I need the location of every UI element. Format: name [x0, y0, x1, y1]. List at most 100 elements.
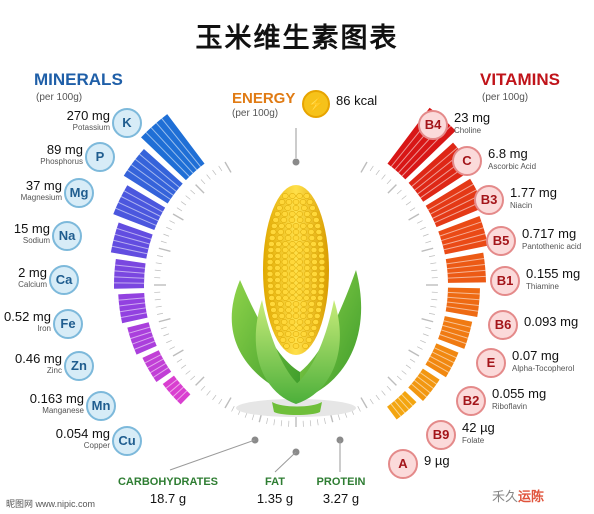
segment-stripe	[447, 291, 480, 295]
corn-kernel	[276, 205, 283, 211]
tick-mark	[309, 420, 312, 427]
corn-kernel	[289, 241, 296, 247]
corn-kernel	[277, 307, 285, 313]
corn-kernel	[281, 283, 289, 289]
segment-stripe	[150, 362, 167, 374]
segment-stripe	[441, 329, 469, 339]
mineral-amount: 0.054 mg	[55, 426, 110, 441]
segment-stripe	[429, 355, 452, 369]
corn-kernel	[303, 265, 311, 271]
tick-mark	[154, 269, 161, 272]
corn-kernel	[306, 313, 314, 319]
corn-kernel	[274, 247, 282, 253]
corn-kernel	[280, 217, 288, 223]
corn-kernel	[306, 199, 314, 205]
segment-stripe	[414, 379, 431, 394]
corn-kernel	[296, 289, 303, 295]
corn-kernel	[314, 223, 321, 229]
mineral-amount: 2 mg	[18, 265, 47, 280]
tick-mark	[180, 201, 187, 206]
macro-fat: FAT 1.35 g	[245, 476, 305, 506]
corn-kernel	[288, 337, 295, 343]
segment-stripe	[147, 358, 164, 369]
mineral-item: 0.054 mg Copper Cu	[0, 424, 180, 458]
corn-kernel	[316, 235, 324, 241]
corn-kernel	[313, 313, 321, 319]
corn-kernel	[300, 229, 307, 235]
segment-stripe	[145, 132, 190, 177]
vitamin-amount: 0.07 mg	[512, 348, 559, 363]
vitamin-amount: 9 µg	[424, 453, 450, 468]
tick-mark	[431, 298, 438, 301]
corn-kernel	[277, 301, 284, 307]
vitamin-item: B6 0.093 mg	[488, 310, 594, 344]
tick-mark	[401, 370, 407, 375]
corn-kernel	[296, 247, 303, 253]
segment-stripe	[442, 324, 470, 334]
corn-kernel	[296, 241, 303, 247]
vitamin-amount: 0.055 mg	[492, 386, 547, 401]
segment-stripe	[443, 239, 487, 251]
tick-mark	[190, 375, 196, 381]
segment-stripe	[155, 122, 198, 171]
corn-kernel	[296, 277, 303, 283]
corn-kernel	[288, 217, 296, 223]
tick-mark	[172, 349, 184, 357]
tick-mark	[381, 390, 386, 396]
corn-kernel	[267, 247, 275, 253]
mineral-segment	[127, 322, 157, 355]
tick-mark	[387, 376, 397, 386]
corn-kernel	[311, 271, 318, 277]
segment-stripe	[114, 270, 145, 274]
segment-stripe	[432, 195, 480, 219]
vitamin-symbol-badge: B2	[456, 386, 486, 416]
tick-mark	[163, 333, 170, 337]
segment-stripe	[439, 221, 482, 237]
corn-kernel	[274, 211, 281, 217]
corn-kernel	[313, 217, 320, 223]
corn-kernel	[281, 247, 289, 253]
tick-mark	[428, 312, 435, 315]
connector-line	[169, 439, 256, 471]
corn-kernel	[277, 229, 285, 235]
segment-stripe	[419, 372, 437, 385]
corn-kernel	[304, 319, 312, 325]
corn-kernel	[278, 199, 286, 205]
corn-kernel	[292, 313, 300, 319]
tick-mark	[190, 189, 196, 195]
mineral-name: Zinc	[46, 366, 62, 375]
tick-mark	[176, 358, 183, 363]
vitamin-symbol-badge: B4	[418, 110, 448, 140]
tick-mark	[425, 326, 432, 330]
watermark-highlight: 运陈	[518, 489, 545, 504]
tick-mark	[195, 184, 205, 194]
tick-mark	[409, 207, 416, 212]
segment-stripe	[411, 383, 427, 398]
corn-kernel	[289, 289, 296, 295]
corn-kernel	[268, 295, 275, 301]
vitamin-amount: 0.717 mg	[522, 226, 577, 241]
mineral-amount: 89 mg	[46, 142, 83, 157]
corn-kernel	[308, 331, 315, 337]
corn-kernel	[310, 283, 318, 289]
vitamin-symbol-badge: A	[388, 449, 418, 479]
tick-mark	[386, 385, 392, 391]
corn-kernel	[310, 241, 317, 247]
corn-kernel	[292, 199, 300, 205]
corn-kernel	[303, 277, 311, 283]
corn-kernel	[274, 283, 282, 289]
corn-kernel	[266, 259, 274, 265]
watermark-prefix: 禾久	[492, 489, 519, 504]
vitamin-amount: 0.093 mg	[524, 314, 579, 329]
corn-kernel	[289, 253, 296, 259]
tick-mark	[420, 339, 426, 344]
corn-illustration	[231, 185, 362, 417]
corn-kernel	[296, 193, 303, 199]
segment-stripe	[120, 312, 147, 318]
mineral-amount: 0.46 mg	[15, 351, 62, 366]
mineral-name: Sodium	[22, 236, 50, 245]
tick-mark	[218, 165, 223, 172]
corn-kernel	[299, 223, 307, 229]
tick-mark	[408, 349, 420, 357]
tick-mark	[422, 233, 429, 237]
